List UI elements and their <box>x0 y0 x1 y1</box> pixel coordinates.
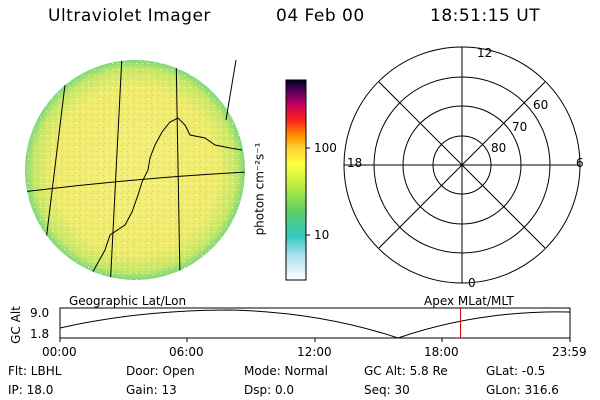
mlt-label-18: 18 <box>347 156 363 170</box>
x-tick-0000: 00:00 <box>42 345 77 359</box>
x-tick-0600: 06:00 <box>169 345 204 359</box>
y-tick-1-8: 1.8 <box>30 327 50 341</box>
ip-value: IP: 18.0 <box>8 383 54 397</box>
colorbar-tick-100: 100 <box>314 141 337 155</box>
mlat-label-80: 80 <box>491 141 507 155</box>
x-tick-1200: 12:00 <box>297 345 332 359</box>
dsp-value: Dsp: 0.0 <box>244 383 295 397</box>
coastline <box>84 117 243 280</box>
x-tick-1800: 18:00 <box>424 345 459 359</box>
colorbar-tick-10: 10 <box>314 228 330 242</box>
gain-value: Gain: 13 <box>126 383 177 397</box>
apex-label: Apex MLat/MLT <box>424 294 514 308</box>
lat-lon-grid <box>25 60 245 280</box>
filter-value: Flt: LBHL <box>8 364 62 378</box>
color-scale-bar <box>285 79 310 281</box>
door-status: Door: Open <box>126 364 195 378</box>
image-time: 18:51:15 UT <box>430 6 541 26</box>
mlt-label-0: 0 <box>468 276 476 290</box>
instrument-title: Ultraviolet Imager <box>48 6 211 26</box>
geographic-label: Geographic Lat/Lon <box>69 294 187 308</box>
x-tick-2359: 23:59 <box>552 345 587 359</box>
glat-value: GLat: -0.5 <box>486 364 546 378</box>
mode-status: Mode: Normal <box>244 364 328 378</box>
y-tick-9: 9.0 <box>30 306 50 320</box>
mlat-label-60: 60 <box>533 98 549 112</box>
glon-value: GLon: 316.6 <box>486 383 559 397</box>
mlat-label-70: 70 <box>512 120 528 134</box>
seq-value: Seq: 30 <box>364 383 410 397</box>
mlt-label-12: 12 <box>477 46 493 60</box>
image-date: 04 Feb 00 <box>276 6 365 26</box>
mlt-label-6: 6 <box>576 156 584 170</box>
gc-alt-value: GC Alt: 5.8 Re <box>364 364 448 378</box>
